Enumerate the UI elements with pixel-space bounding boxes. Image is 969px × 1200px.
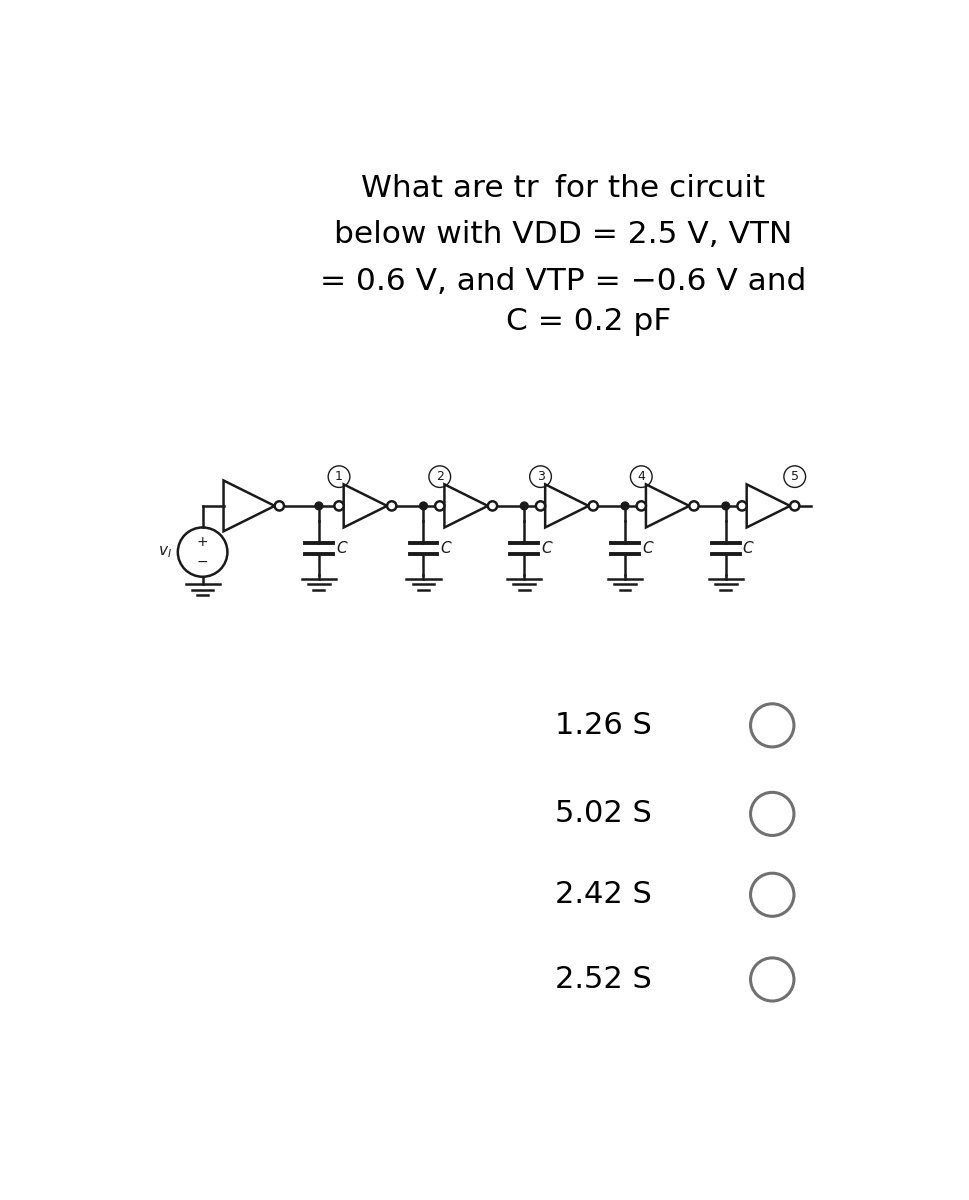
Text: 5: 5: [790, 470, 797, 484]
Text: 2.52 S: 2.52 S: [554, 965, 651, 994]
Circle shape: [790, 502, 798, 510]
Circle shape: [420, 502, 427, 510]
Text: = 0.6 V, and VTP = −0.6 V and: = 0.6 V, and VTP = −0.6 V and: [320, 266, 805, 295]
Text: C: C: [335, 541, 346, 556]
Text: 2.42 S: 2.42 S: [554, 881, 651, 910]
Text: $v_I$: $v_I$: [158, 545, 172, 560]
Text: C: C: [440, 541, 451, 556]
Text: 1: 1: [334, 470, 343, 484]
Text: C: C: [641, 541, 652, 556]
Text: What are tr  for the circuit: What are tr for the circuit: [360, 174, 765, 203]
Circle shape: [387, 502, 396, 510]
Text: 1.26 S: 1.26 S: [554, 710, 651, 740]
Circle shape: [689, 502, 698, 510]
Circle shape: [620, 502, 628, 510]
Circle shape: [315, 502, 323, 510]
Text: C: C: [742, 541, 753, 556]
Circle shape: [435, 502, 444, 510]
Circle shape: [519, 502, 527, 510]
Circle shape: [487, 502, 496, 510]
Circle shape: [736, 502, 746, 510]
Text: 3: 3: [536, 470, 544, 484]
Text: 2: 2: [435, 470, 443, 484]
Text: C: C: [541, 541, 551, 556]
Text: C = 0.2 pF: C = 0.2 pF: [506, 306, 671, 336]
Text: 5.02 S: 5.02 S: [554, 799, 651, 828]
Circle shape: [274, 502, 284, 510]
Text: +: +: [197, 535, 208, 550]
Circle shape: [334, 502, 343, 510]
Text: below with VDD = 2.5 V, VTN: below with VDD = 2.5 V, VTN: [333, 221, 792, 250]
Circle shape: [535, 502, 545, 510]
Text: −: −: [197, 554, 208, 569]
Circle shape: [721, 502, 729, 510]
Text: 4: 4: [637, 470, 644, 484]
Circle shape: [588, 502, 597, 510]
Circle shape: [636, 502, 645, 510]
